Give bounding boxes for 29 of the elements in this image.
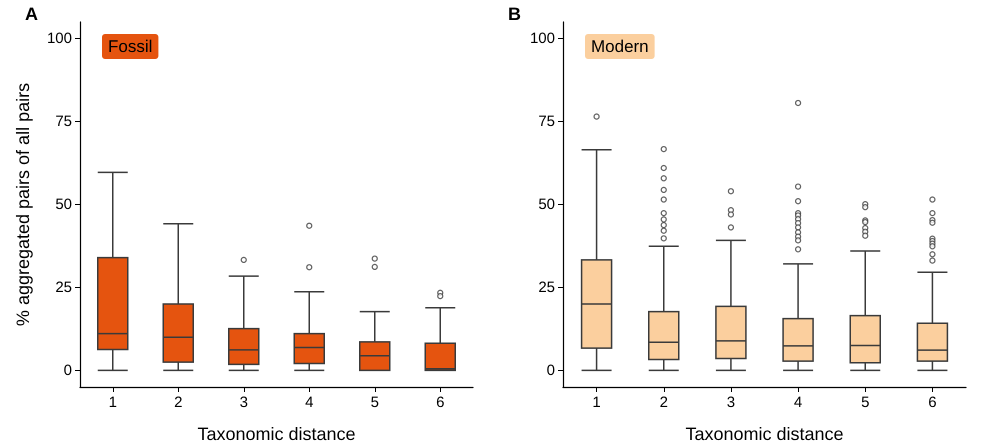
x-tick-label: 1 [108, 394, 117, 411]
x-axis-title: Taxonomic distance [197, 424, 356, 444]
x-tick-label: 6 [928, 394, 937, 411]
y-tick-label: 75 [55, 113, 72, 130]
text: Modern [591, 37, 649, 56]
x-tick-label: 2 [660, 394, 668, 411]
x-tick-label: 4 [794, 394, 802, 411]
y-tick-label: 50 [538, 196, 555, 213]
y-tick-label: 100 [530, 30, 555, 48]
x-tick-label: 3 [240, 394, 248, 411]
text: Fossil [108, 37, 152, 56]
y-tick-label: 25 [538, 278, 555, 296]
chart-title: A [25, 4, 38, 24]
y-tick-label: 50 [55, 196, 72, 213]
x-axis-title: Taxonomic distance [685, 424, 844, 444]
y-tick-label: 25 [55, 278, 72, 296]
x-tick-label: 2 [174, 394, 182, 411]
y-axis-title: % aggregated pairs of all pairs [13, 82, 33, 326]
x-tick-label: 4 [305, 394, 314, 411]
chart-title: B [508, 4, 521, 24]
y-tick-label: 0 [64, 362, 72, 379]
x-tick-label: 5 [861, 394, 870, 411]
x-tick-label: 1 [592, 394, 601, 411]
y-tick-label: 75 [538, 113, 555, 130]
y-tick-label: 0 [546, 362, 555, 379]
y-tick-label: 100 [46, 30, 72, 48]
x-tick-label: 6 [436, 394, 444, 411]
x-tick-label: 3 [726, 394, 736, 411]
x-tick-label: 5 [370, 394, 379, 411]
